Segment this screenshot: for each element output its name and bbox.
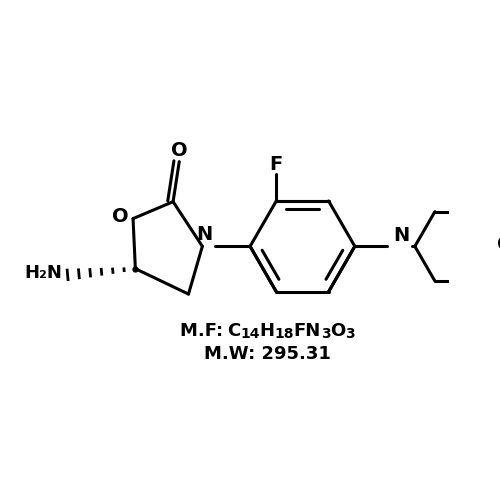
Text: O: O [171,142,188,161]
Text: 14: 14 [240,327,260,341]
Text: O: O [112,207,128,226]
Text: N: N [196,224,213,244]
Text: 18: 18 [274,327,294,341]
Text: N: N [393,226,409,245]
Text: FN: FN [294,322,321,340]
Text: C: C [227,322,240,340]
Text: F: F [270,154,283,174]
Text: H: H [260,322,274,340]
Text: H₂N: H₂N [24,264,62,281]
Text: 3: 3 [346,327,355,341]
Text: O: O [498,236,500,255]
Text: M.F:: M.F: [180,322,227,340]
Text: 3: 3 [321,327,330,341]
Text: M.W: 295.31: M.W: 295.31 [204,345,331,363]
Text: O: O [330,322,345,340]
